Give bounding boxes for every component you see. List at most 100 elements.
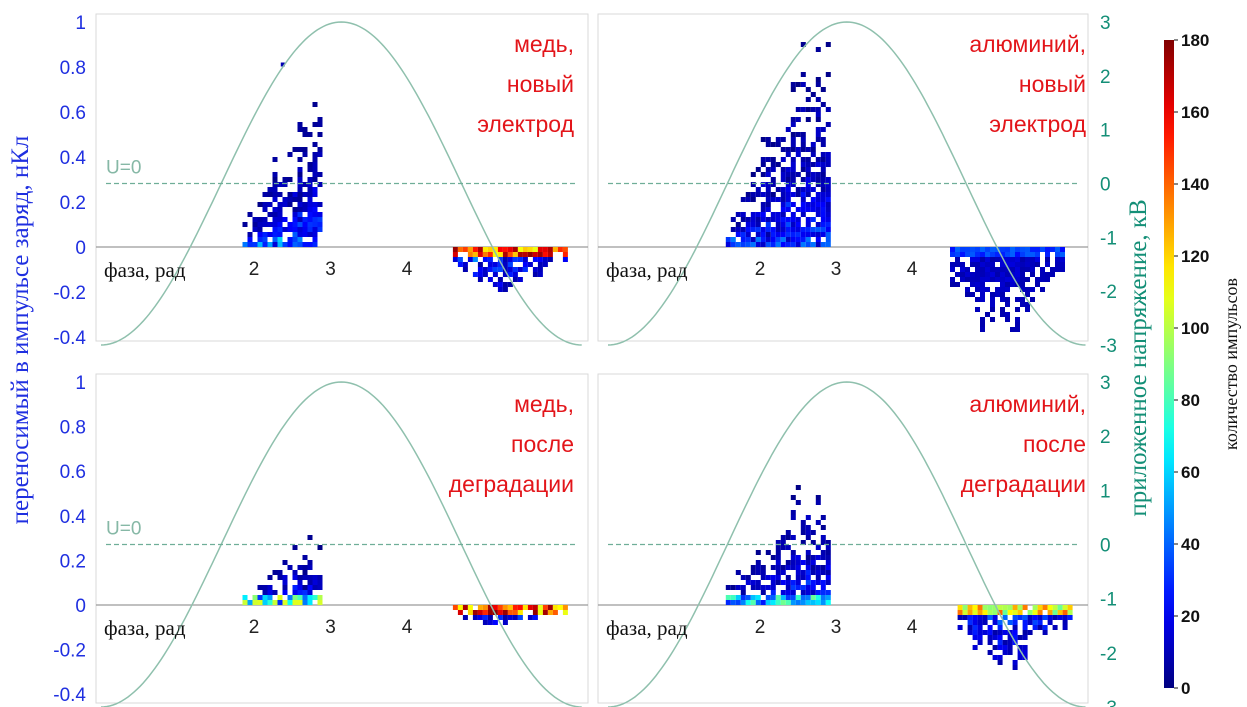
- heatmap-cell: [307, 212, 313, 217]
- heatmap-cell: [810, 172, 816, 177]
- heatmap-cell: [955, 272, 960, 277]
- heatmap-cell: [282, 197, 288, 202]
- heatmap-cell: [750, 222, 756, 227]
- heatmap-cell: [1000, 257, 1005, 262]
- heatmap-cell: [1010, 267, 1015, 272]
- left-y-tick-label: -0.4: [53, 685, 86, 706]
- heatmap-cell: [750, 192, 756, 197]
- heatmap-cell: [790, 217, 796, 222]
- heatmap-cell: [775, 242, 781, 247]
- heatmap-cell: [820, 570, 826, 575]
- heatmap-cell: [277, 595, 283, 600]
- heatmap-cell: [507, 262, 513, 267]
- heatmap-cell: [297, 600, 303, 605]
- heatmap-cell: [800, 570, 806, 575]
- heatmap-cell: [790, 162, 796, 167]
- heatmap-cell: [472, 257, 478, 262]
- heatmap-cluster: [950, 247, 1065, 332]
- heatmap-cell: [795, 172, 801, 177]
- heatmap-cell: [780, 137, 786, 142]
- heatmap-cell: [957, 615, 963, 620]
- heatmap-cell: [977, 620, 983, 625]
- heatmap-cell: [790, 172, 796, 177]
- heatmap-cell: [307, 192, 313, 197]
- heatmap-cell: [950, 252, 955, 257]
- heatmap-cell: [962, 605, 968, 610]
- heatmap-cell: [805, 182, 811, 187]
- heatmap-cell: [962, 615, 968, 620]
- heatmap-cell: [292, 575, 298, 580]
- left-y-tick-label: 0.2: [60, 193, 86, 214]
- heatmap-cell: [307, 535, 313, 540]
- heatmap-cell: [800, 520, 806, 525]
- heatmap-cell: [800, 147, 806, 152]
- heatmap-cell: [765, 550, 771, 555]
- heatmap-cell: [750, 227, 756, 232]
- heatmap-cell: [272, 237, 278, 242]
- heatmap-cell: [815, 495, 821, 500]
- heatmap-cell: [1032, 605, 1038, 610]
- heatmap-cell: [307, 132, 313, 137]
- heatmap-cell: [790, 222, 796, 227]
- heatmap-cell: [805, 147, 811, 152]
- heatmap-cell: [267, 575, 273, 580]
- heatmap-cell: [975, 307, 980, 312]
- heatmap-cell: [815, 132, 821, 137]
- heatmap-cell: [1010, 252, 1015, 257]
- heatmap-cell: [780, 242, 786, 247]
- heatmap-cell: [297, 565, 303, 570]
- heatmap-cell: [1022, 615, 1028, 620]
- heatmap-cell: [557, 247, 563, 252]
- heatmap-cell: [805, 202, 811, 207]
- heatmap-cell: [785, 560, 791, 565]
- heatmap-cell: [297, 202, 303, 207]
- heatmap-cell: [755, 550, 761, 555]
- heatmap-cell: [972, 615, 978, 620]
- heatmap-cell: [302, 132, 308, 137]
- heatmap-cell: [795, 585, 801, 590]
- heatmap-cell: [1055, 267, 1060, 272]
- heatmap-cell: [775, 237, 781, 242]
- heatmap-cell: [970, 277, 975, 282]
- heatmap-cell: [542, 247, 548, 252]
- heatmap-cell: [277, 227, 283, 232]
- heatmap-cell: [825, 202, 831, 207]
- heatmap-cell: [815, 47, 821, 52]
- heatmap-cell: [527, 262, 533, 267]
- heatmap-cell: [262, 590, 268, 595]
- heatmap-cell: [820, 212, 826, 217]
- heatmap-cell: [297, 172, 303, 177]
- heatmap-cell: [815, 77, 821, 82]
- heatmap-cell: [282, 585, 288, 590]
- heatmap-cell: [302, 575, 308, 580]
- left-y-axis-label: переносимый в импульсе заряд, нКл: [7, 136, 34, 525]
- heatmap-cell: [297, 590, 303, 595]
- heatmap-cell: [502, 247, 508, 252]
- heatmap-cell: [1015, 252, 1020, 257]
- heatmap-cell: [287, 202, 293, 207]
- heatmap-cell: [795, 217, 801, 222]
- heatmap-cell: [302, 182, 308, 187]
- heatmap-cell: [477, 262, 483, 267]
- heatmap-cell: [552, 610, 558, 615]
- heatmap-cell: [825, 555, 831, 560]
- heatmap-cell: [982, 615, 988, 620]
- heatmap-cell: [472, 272, 478, 277]
- heatmap-cell: [780, 157, 786, 162]
- heatmap-cell: [770, 565, 776, 570]
- colorbar-tick-label: 60: [1181, 463, 1200, 482]
- heatmap-cell: [820, 595, 826, 600]
- heatmap-cell: [492, 267, 498, 272]
- heatmap-cell: [820, 192, 826, 197]
- heatmap-cell: [312, 580, 318, 585]
- heatmap-cell: [800, 560, 806, 565]
- heatmap-cell: [800, 72, 806, 77]
- heatmap-cell: [785, 222, 791, 227]
- heatmap-cell: [1012, 610, 1018, 615]
- heatmap-cluster: [242, 535, 323, 605]
- heatmap-cell: [1042, 605, 1048, 610]
- heatmap-cell: [247, 600, 253, 605]
- heatmap-cell: [785, 595, 791, 600]
- heatmap-cell: [745, 197, 751, 202]
- heatmap-cell: [1057, 610, 1063, 615]
